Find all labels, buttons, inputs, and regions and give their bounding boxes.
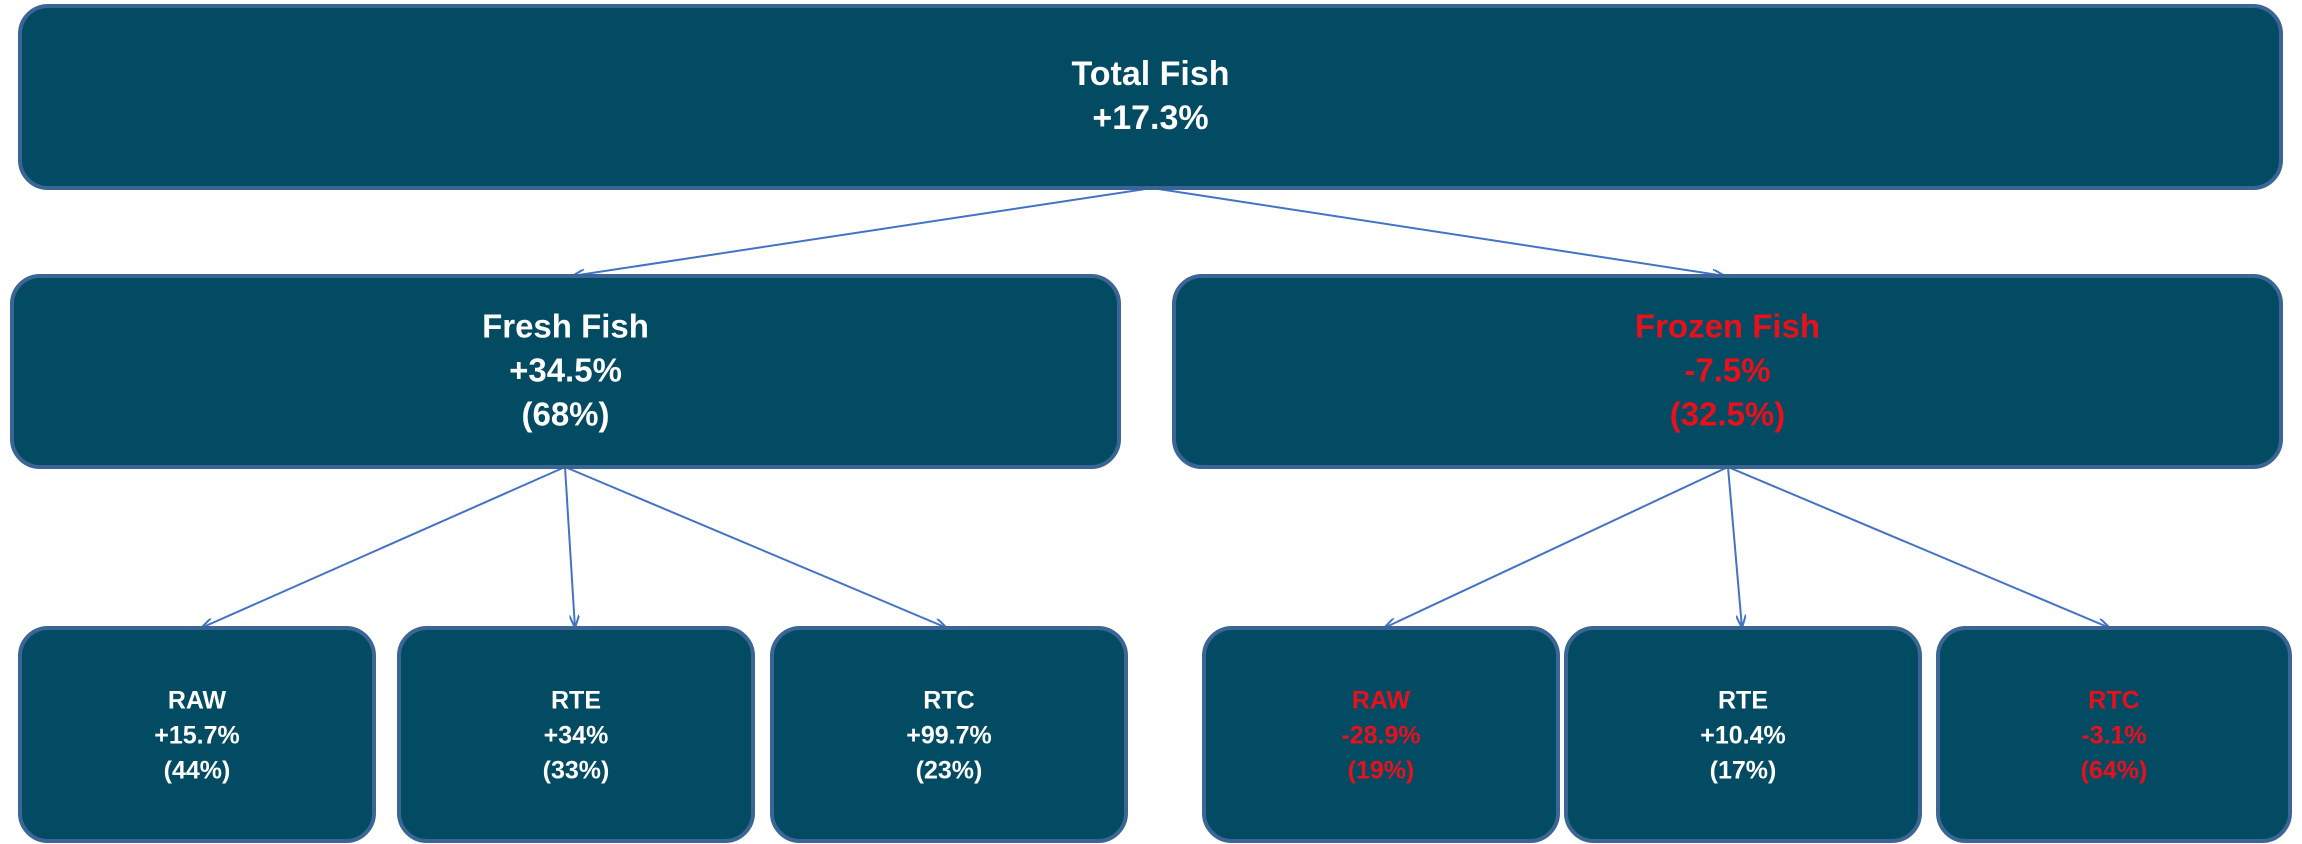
node-share: (32.5%)	[1670, 396, 1786, 433]
node-change: +99.7%	[906, 722, 992, 750]
node-label: RAW	[1352, 687, 1411, 715]
node-box	[18, 626, 376, 843]
node-label: Fresh Fish	[482, 308, 649, 345]
node-label: RTE	[1718, 687, 1768, 715]
node-box	[18, 4, 2283, 190]
node-change: -7.5%	[1684, 352, 1770, 389]
node-label: RTC	[923, 687, 974, 715]
arrow	[1384, 466, 1729, 628]
node-label: Total Fish	[1071, 55, 1229, 93]
node-share: (17%)	[1710, 757, 1777, 785]
node-share: (68%)	[521, 396, 609, 433]
node-share: (23%)	[916, 757, 983, 785]
node-share: (44%)	[164, 757, 231, 785]
arrow	[564, 466, 575, 628]
node-change: -3.1%	[2081, 722, 2146, 750]
node-box	[1202, 626, 1560, 843]
node-box	[1564, 626, 1922, 843]
arrow	[1727, 466, 1742, 628]
arrow	[201, 466, 566, 628]
node-change: +34%	[544, 722, 609, 750]
node-change: +34.5%	[509, 352, 622, 389]
node-change: +10.4%	[1700, 722, 1786, 750]
arrow	[564, 466, 947, 628]
node-share: (64%)	[2081, 757, 2148, 785]
node-share: (19%)	[1348, 757, 1415, 785]
node-box	[1936, 626, 2292, 843]
node-change: +15.7%	[154, 722, 240, 750]
arrow	[1727, 466, 2110, 628]
node-box	[1172, 274, 2283, 469]
node-share: (33%)	[543, 757, 610, 785]
node-label: RTC	[2088, 687, 2139, 715]
node-label: RAW	[168, 687, 227, 715]
node-label: Frozen Fish	[1635, 308, 1820, 345]
connectors	[201, 187, 2110, 628]
arrow	[572, 187, 1153, 276]
arrow	[1151, 187, 1725, 276]
node-change: +17.3%	[1092, 99, 1208, 137]
node-change: -28.9%	[1341, 722, 1420, 750]
node-box	[397, 626, 755, 843]
node-box	[770, 626, 1128, 843]
node-label: RTE	[551, 687, 601, 715]
node-box	[10, 274, 1121, 469]
